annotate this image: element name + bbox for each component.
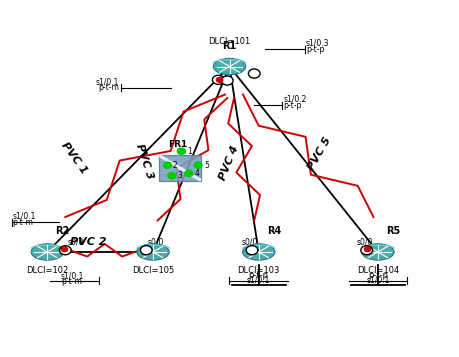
Text: PVC 2: PVC 2 bbox=[70, 237, 106, 247]
Circle shape bbox=[361, 246, 373, 255]
Ellipse shape bbox=[242, 244, 275, 260]
Text: s0/0: s0/0 bbox=[148, 238, 164, 247]
Ellipse shape bbox=[31, 244, 63, 260]
Ellipse shape bbox=[137, 244, 169, 260]
Text: PVC 3: PVC 3 bbox=[134, 142, 154, 180]
Text: DLCI=101: DLCI=101 bbox=[208, 37, 251, 46]
Circle shape bbox=[185, 170, 193, 176]
Text: R1: R1 bbox=[222, 41, 237, 51]
Circle shape bbox=[221, 76, 233, 85]
Text: p-t-m: p-t-m bbox=[13, 218, 34, 227]
Circle shape bbox=[213, 75, 224, 84]
Text: s1/0.1: s1/0.1 bbox=[96, 77, 119, 86]
Text: s0/0: s0/0 bbox=[241, 238, 258, 247]
Text: DLCI=103: DLCI=103 bbox=[238, 266, 280, 275]
Circle shape bbox=[246, 246, 258, 255]
Ellipse shape bbox=[213, 58, 246, 75]
Text: s1/0.1: s1/0.1 bbox=[61, 271, 84, 280]
Circle shape bbox=[140, 246, 152, 255]
Text: s0/0: s0/0 bbox=[67, 238, 84, 247]
Text: s1/0.1: s1/0.1 bbox=[247, 276, 270, 285]
Text: s1/0.3: s1/0.3 bbox=[306, 39, 330, 47]
Text: p-t-p: p-t-p bbox=[284, 101, 302, 110]
Text: s1/0.1: s1/0.1 bbox=[366, 276, 390, 285]
Text: R4: R4 bbox=[267, 226, 281, 236]
Circle shape bbox=[217, 77, 223, 82]
Text: s1/0.1: s1/0.1 bbox=[13, 212, 36, 221]
Text: DLCI=102: DLCI=102 bbox=[26, 266, 68, 275]
Text: 2: 2 bbox=[173, 161, 178, 170]
Circle shape bbox=[364, 247, 371, 252]
Text: p-t-p: p-t-p bbox=[368, 271, 388, 280]
Circle shape bbox=[163, 162, 172, 169]
FancyBboxPatch shape bbox=[159, 155, 202, 181]
Text: p-t-m: p-t-m bbox=[62, 277, 83, 286]
Text: 3: 3 bbox=[178, 171, 183, 180]
Text: s1/0.2: s1/0.2 bbox=[284, 95, 307, 104]
Text: R2: R2 bbox=[56, 226, 70, 236]
Ellipse shape bbox=[362, 244, 394, 260]
Text: p-t-p: p-t-p bbox=[306, 45, 325, 54]
Text: 4: 4 bbox=[195, 169, 200, 178]
Circle shape bbox=[248, 69, 260, 78]
Text: PVC 1: PVC 1 bbox=[60, 140, 89, 175]
Text: R5: R5 bbox=[386, 226, 400, 236]
Text: p-t-p: p-t-p bbox=[249, 271, 269, 280]
Text: DLCI=104: DLCI=104 bbox=[357, 266, 399, 275]
Text: 1: 1 bbox=[187, 147, 192, 156]
Circle shape bbox=[60, 246, 71, 255]
Text: p-t-m: p-t-m bbox=[98, 83, 119, 92]
Circle shape bbox=[194, 162, 202, 169]
Text: FR1: FR1 bbox=[168, 140, 187, 149]
Text: PVC 4: PVC 4 bbox=[218, 144, 241, 182]
Circle shape bbox=[168, 172, 176, 179]
Circle shape bbox=[61, 247, 67, 252]
Text: PVC 5: PVC 5 bbox=[306, 136, 333, 172]
Circle shape bbox=[177, 148, 185, 154]
Text: s0/0: s0/0 bbox=[356, 238, 373, 247]
Text: DLCI=105: DLCI=105 bbox=[132, 266, 174, 275]
Text: 5: 5 bbox=[204, 161, 209, 170]
